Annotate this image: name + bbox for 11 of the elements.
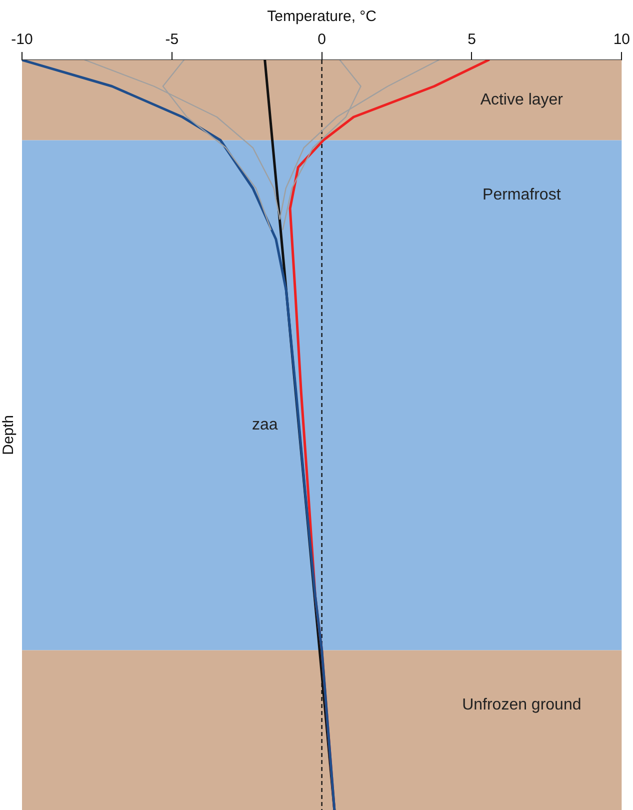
y-axis-title: Depth xyxy=(0,414,18,456)
x-axis-title: Temperature, °C xyxy=(267,8,377,26)
x-tick-label: 10 xyxy=(613,31,630,48)
band-label: Active layer xyxy=(480,92,564,109)
x-tick-label: 5 xyxy=(468,31,476,48)
x-tick-label: 0 xyxy=(318,31,326,48)
band-label: Permafrost xyxy=(482,186,562,204)
annotation: zaa xyxy=(252,416,278,434)
x-tick-label: -5 xyxy=(165,31,179,48)
x-tick-label: -10 xyxy=(11,31,33,48)
band-label: Unfrozen ground xyxy=(462,696,582,714)
